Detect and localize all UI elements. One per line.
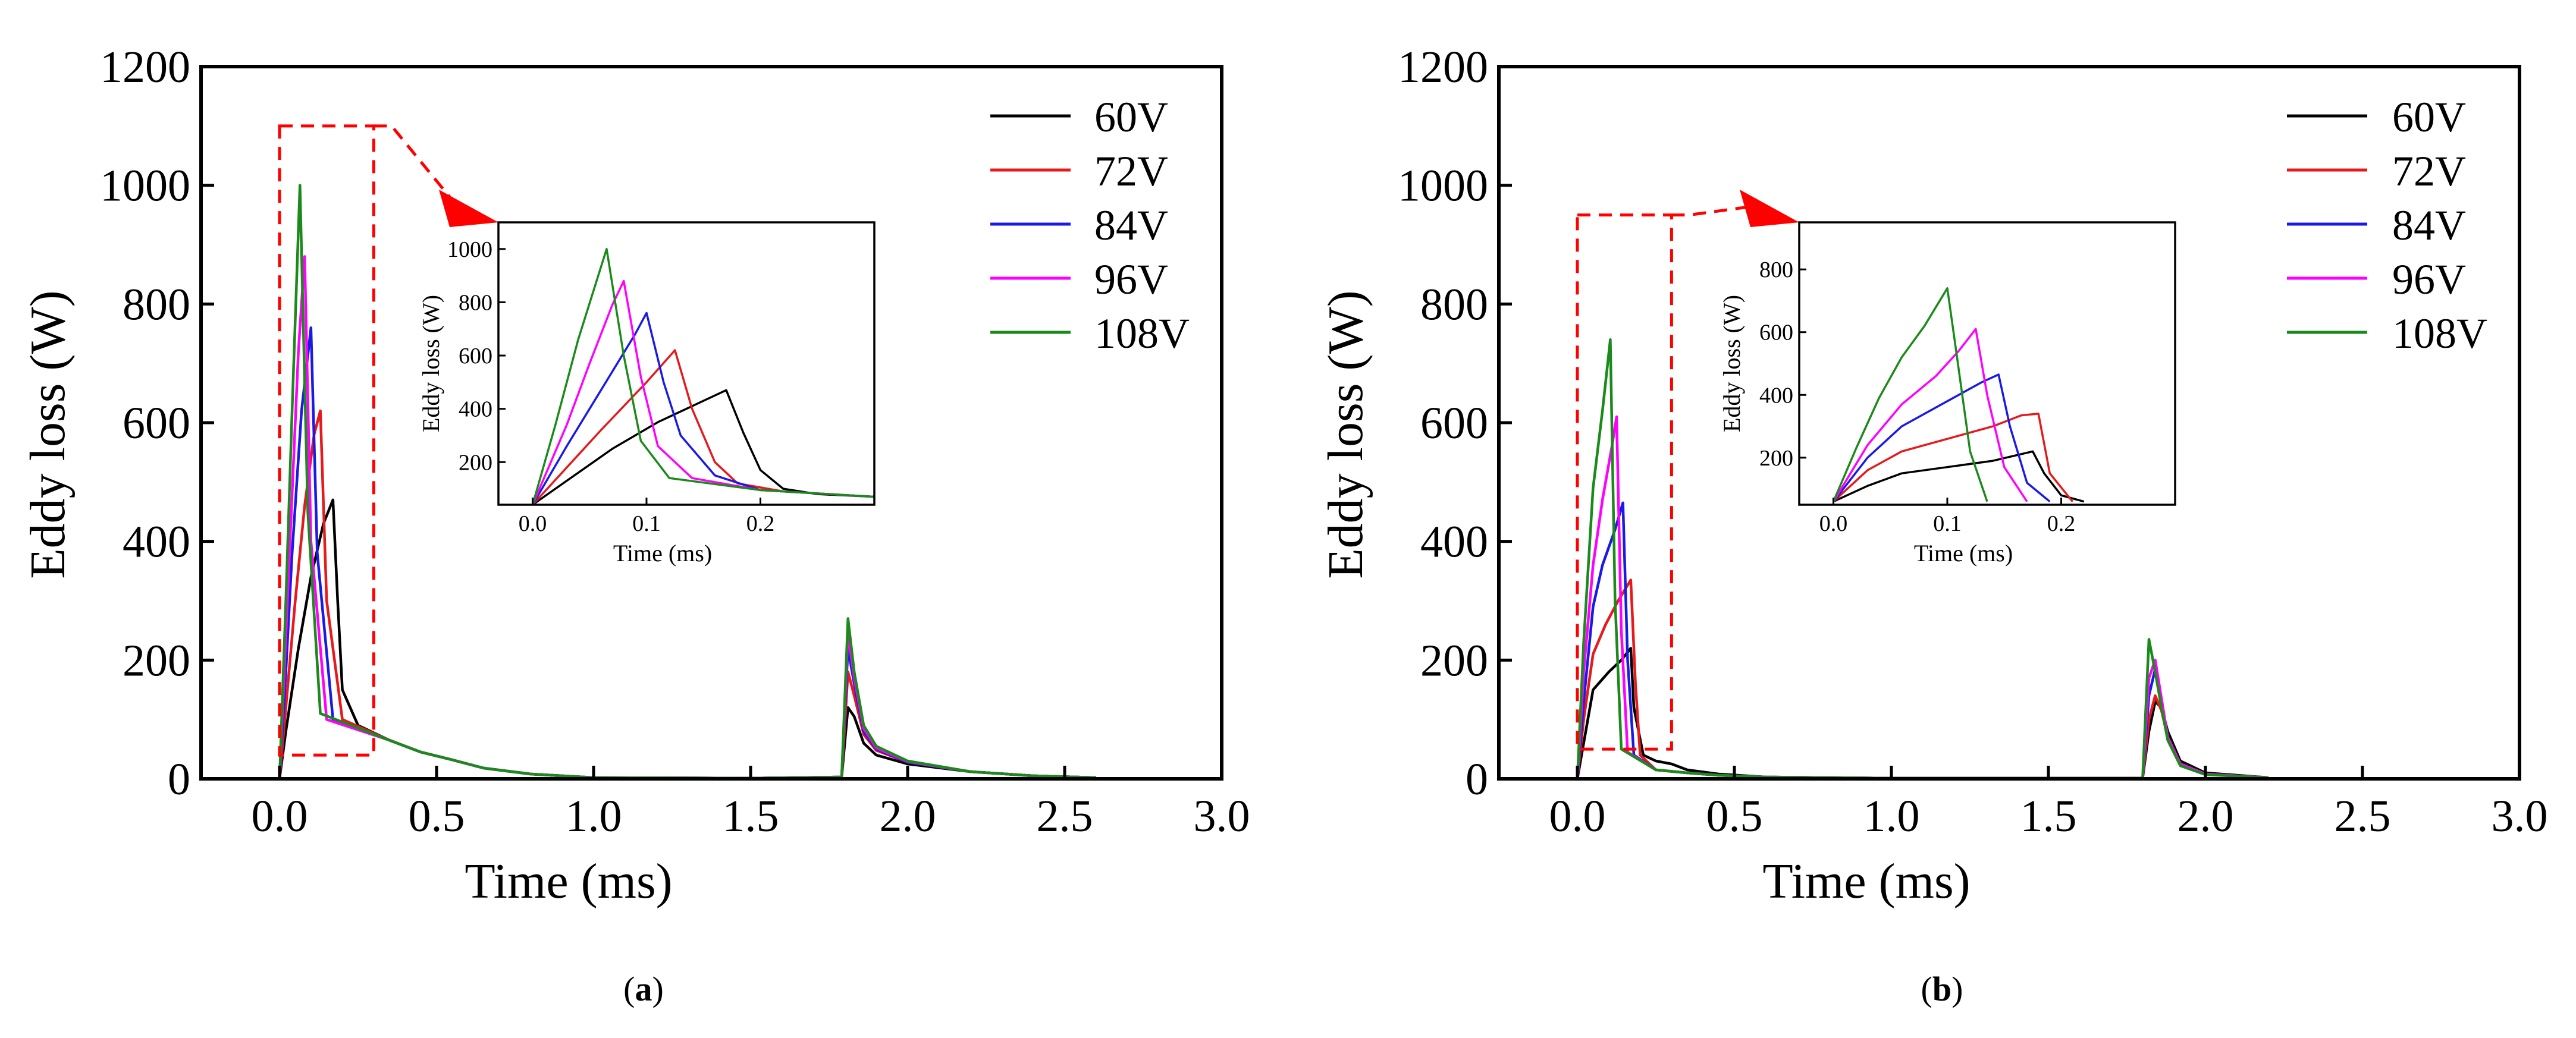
inset-series-line-84V xyxy=(1833,373,2051,503)
inset-frame xyxy=(1798,221,2176,506)
caption-b: (b) xyxy=(1921,970,1963,1008)
legend-label-84V: 84V xyxy=(1094,202,1168,249)
inset-x-tick-label: 0.2 xyxy=(746,511,775,536)
inset-x-tick-label: 0.0 xyxy=(519,511,547,536)
legend-label-60V: 60V xyxy=(2392,93,2466,141)
caption-a: (a) xyxy=(623,970,664,1008)
legend: 60V 72V 84V 96V 108V xyxy=(2287,93,2487,357)
legend-label-60V: 60V xyxy=(1094,93,1168,141)
legend-label-72V: 72V xyxy=(1094,147,1168,195)
inset-y-tick-label: 600 xyxy=(459,344,492,369)
legend-label-96V: 96V xyxy=(2392,256,2466,303)
inset-background xyxy=(1799,222,2175,505)
x-tick-label: 1.5 xyxy=(723,791,779,841)
inset-background xyxy=(498,222,874,505)
series-line-108V xyxy=(1576,338,2268,780)
legend-label-108V: 108V xyxy=(2392,310,2487,357)
inset-y-tick-label: 400 xyxy=(1759,383,1793,408)
legend-label-72V: 72V xyxy=(2392,147,2466,195)
inset-chart: 0.0 0.1 0.2 200 400 600 800 Time (ms) Eddy loss … xyxy=(1718,221,2176,567)
series-group xyxy=(1576,338,2268,780)
inset-x-tick-label: 0.0 xyxy=(1819,511,1848,536)
y-tick-label: 600 xyxy=(1420,398,1488,448)
y-tick-label: 200 xyxy=(123,636,190,685)
inset-y-tick-label: 800 xyxy=(459,290,492,315)
inset-series-line-72V xyxy=(532,349,875,506)
x-tick-label: 2.5 xyxy=(2335,791,2391,841)
y-tick-label: 1000 xyxy=(1398,161,1488,211)
x-tick-label: 3.0 xyxy=(2492,791,2548,841)
zoom-arrow-head xyxy=(439,190,498,227)
zoom-arrow-line xyxy=(1671,204,1758,217)
legend-label-96V: 96V xyxy=(1094,256,1168,303)
x-tick-label: 3.0 xyxy=(1194,791,1250,841)
y-tick-label: 1200 xyxy=(1398,42,1488,92)
inset-x-tick-label: 0.1 xyxy=(1933,511,1962,536)
legend-label-108V: 108V xyxy=(1094,310,1190,357)
zoom-box xyxy=(278,124,375,757)
chart-b: 0.0 0.5 1.0 1.5 2.0 2.5 3.0 0 200 400 600 800 1000 12… xyxy=(1318,42,2548,909)
x-tick-label: 1.0 xyxy=(1863,791,1920,841)
chart-a: 0.0 0.5 1.0 1.5 2.0 2.5 3.0 0 200 400 600 800 1000 12… xyxy=(20,42,1250,909)
inset-x-tick-label: 0.2 xyxy=(2047,511,2076,536)
series-line-108V xyxy=(278,184,1096,780)
y-tick-label: 400 xyxy=(1420,517,1488,567)
inset-series-line-108V xyxy=(531,248,875,505)
legend: 60V 72V 84V 96V 108V xyxy=(990,93,1190,357)
x-tick-label: 0.5 xyxy=(409,791,465,841)
y-tick-label: 400 xyxy=(123,517,190,567)
inset-y-tick-label: 400 xyxy=(459,397,492,422)
y-tick-label: 600 xyxy=(123,398,190,448)
x-tick-label: 1.5 xyxy=(2020,791,2077,841)
x-tick-label: 0.0 xyxy=(252,791,308,841)
inset-x-tick-label: 0.1 xyxy=(632,511,661,536)
x-tick-label: 1.0 xyxy=(566,791,622,841)
x-axis-label: Time (ms) xyxy=(1762,854,1970,909)
y-tick-label: 0 xyxy=(168,754,190,804)
legend-label-84V: 84V xyxy=(2392,202,2466,249)
inset-y-tick-label: 200 xyxy=(459,450,492,475)
x-tick-label: 2.5 xyxy=(1037,791,1093,841)
inset-series-line-84V xyxy=(531,312,875,505)
zoom-box xyxy=(1576,213,1673,751)
y-tick-label: 200 xyxy=(1420,636,1488,685)
inset-y-axis-label: Eddy loss (W) xyxy=(1718,295,1745,432)
y-tick-label: 1000 xyxy=(100,161,190,211)
inset-series-line-60V xyxy=(532,389,875,506)
inset-y-axis-label: Eddy loss (W) xyxy=(418,295,444,432)
inset-series-line-72V xyxy=(1833,413,2073,502)
inset-x-axis-label: Time (ms) xyxy=(613,540,712,567)
inset-chart: 0.0 0.1 0.2 200 400 600 800 1000 Time (ms) Eddy l… xyxy=(418,221,876,567)
inset-series-line-96V xyxy=(531,279,875,505)
x-tick-label: 0.0 xyxy=(1549,791,1606,841)
y-tick-label: 0 xyxy=(1466,754,1488,804)
y-axis-label: Eddy loss (W) xyxy=(20,290,76,578)
inset-series-line-60V xyxy=(1833,450,2085,503)
series-line-72V xyxy=(1576,578,2268,780)
inset-y-tick-label: 800 xyxy=(1759,257,1793,282)
y-tick-label: 800 xyxy=(1420,279,1488,329)
zoom-arrow-head xyxy=(1740,190,1799,227)
y-axis-label: Eddy loss (W) xyxy=(1318,290,1373,578)
series-group xyxy=(278,184,1096,780)
inset-x-axis-label: Time (ms) xyxy=(1914,540,2013,567)
zoom-arrow-line xyxy=(374,124,458,207)
inset-y-tick-label: 1000 xyxy=(447,237,492,262)
x-tick-label: 2.0 xyxy=(880,791,936,841)
inset-series-line-108V xyxy=(1832,287,1988,502)
inset-y-tick-label: 200 xyxy=(1759,446,1793,471)
inset-frame xyxy=(497,221,876,506)
y-tick-label: 1200 xyxy=(100,42,190,92)
inset-series-line-96V xyxy=(1833,328,2028,502)
x-tick-label: 0.5 xyxy=(1706,791,1763,841)
inset-y-tick-label: 600 xyxy=(1759,320,1793,345)
x-tick-label: 2.0 xyxy=(2177,791,2234,841)
x-axis-label: Time (ms) xyxy=(465,854,672,909)
y-tick-label: 800 xyxy=(123,279,190,329)
